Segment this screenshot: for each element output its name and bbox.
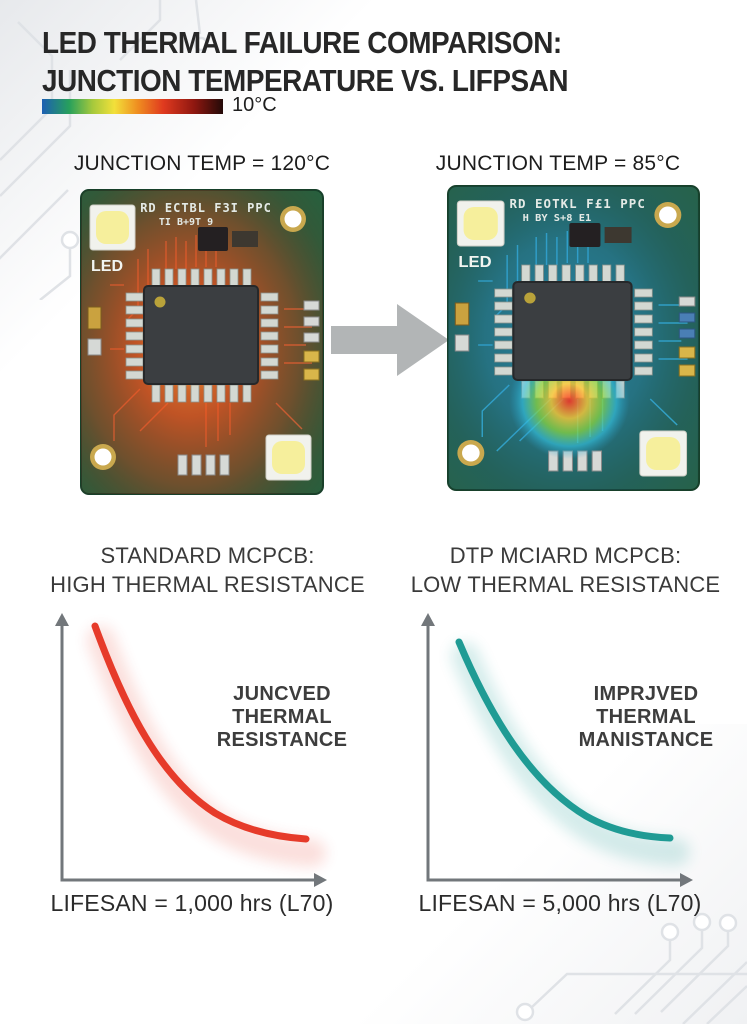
temperature-scale: 10°C	[42, 94, 277, 117]
mounting-hole-bottom-left	[90, 444, 116, 470]
led-bottom-right	[265, 434, 312, 481]
right-caption-line1: DTP MCIARD MCPCB:	[449, 543, 682, 568]
chip-pin1-dot	[154, 296, 166, 308]
board-silk-text1: RD EOTKL F£1 PPC	[509, 197, 645, 211]
chart-axes	[426, 624, 682, 882]
page-title-line2: JUNCTION TEMPERATURE VS. LIFPSAN	[42, 63, 569, 98]
qfp-chip	[512, 281, 633, 381]
chart-axes	[60, 624, 316, 882]
chart-annotation-line3: RESISTANCE	[217, 729, 347, 751]
chip-pin1-dot	[524, 292, 536, 304]
left-caption-line2: HIGH THERMAL RESISTANCE	[50, 572, 365, 597]
right-caption-line2: LOW THERMAL RESISTANCE	[410, 572, 721, 597]
mounting-hole-top-right	[280, 206, 306, 232]
y-axis-arrow-icon	[421, 613, 435, 626]
smd-components	[87, 227, 320, 476]
right-board-caption: DTP MCIARD MCPCB: LOW THERMAL RESISTANCE	[383, 541, 747, 599]
decay-curve	[455, 638, 674, 842]
left-board-caption: STANDARD MCPCB: HIGH THERMAL RESISTANCE	[15, 541, 400, 599]
transition-arrow-icon	[331, 304, 449, 376]
page-title: LED THERMAL FAILURE COMPARISON: JUNCTION…	[42, 24, 627, 100]
chart-annotation-line1: JUNCVED	[233, 683, 331, 705]
mounting-hole-bottom-left	[457, 440, 485, 466]
hot-pcb-image: LED RD ECTBL F3I PPC TI B+9T 9	[80, 189, 324, 495]
x-axis-label: LIFESAN = 5,000 hrs (L70)	[418, 890, 701, 916]
board-silk-text2: H BY S+8 E1	[523, 213, 592, 224]
mounting-hole-top-right	[654, 202, 682, 228]
led-silkscreen-label: LED	[458, 253, 491, 271]
led-silkscreen-label: LED	[91, 258, 123, 275]
x-axis-arrow-icon	[314, 873, 327, 887]
chart-annotation-line2: THERMAL	[596, 706, 696, 728]
left-junction-temp-header: JUNCTION TEMP = 120°C	[73, 152, 331, 175]
lifespan-chart-dtp: IMPRJVED THERMAL MANISTANCE LIFESAN = 5,…	[418, 613, 714, 916]
right-junction-temp-header: JUNCTION TEMP = 85°C	[435, 152, 681, 175]
led-bottom-right	[639, 430, 688, 477]
qfp-chip	[143, 285, 259, 385]
led-top-left	[456, 200, 505, 247]
x-axis-label: LIFESAN = 1,000 hrs (L70)	[50, 890, 333, 916]
board-silk-text2: TI B+9T 9	[159, 217, 213, 228]
page-title-line1: LED THERMAL FAILURE COMPARISON:	[42, 25, 562, 60]
cool-pcb-image: LED RD EOTKL F£1 PPC H BY S+8 E1	[447, 185, 700, 491]
chart-annotation-line3: MANISTANCE	[579, 729, 714, 751]
lifespan-chart-standard: JUNCVED THERMAL RESISTANCE LIFESAN = 1,0…	[50, 613, 347, 916]
decay-curve	[91, 622, 310, 843]
board-silk-text1: RD ECTBL F3I PPC	[140, 201, 272, 215]
x-axis-arrow-icon	[680, 873, 693, 887]
led-top-left	[89, 204, 136, 251]
temperature-gradient-bar	[42, 99, 223, 114]
smd-components	[454, 223, 696, 472]
chart-annotation-line1: IMPRJVED	[594, 683, 699, 705]
temperature-scale-label: 10°C	[232, 94, 277, 116]
chart-annotation-line2: THERMAL	[232, 706, 332, 728]
left-caption-line1: STANDARD MCPCB:	[100, 543, 315, 568]
y-axis-arrow-icon	[55, 613, 69, 626]
